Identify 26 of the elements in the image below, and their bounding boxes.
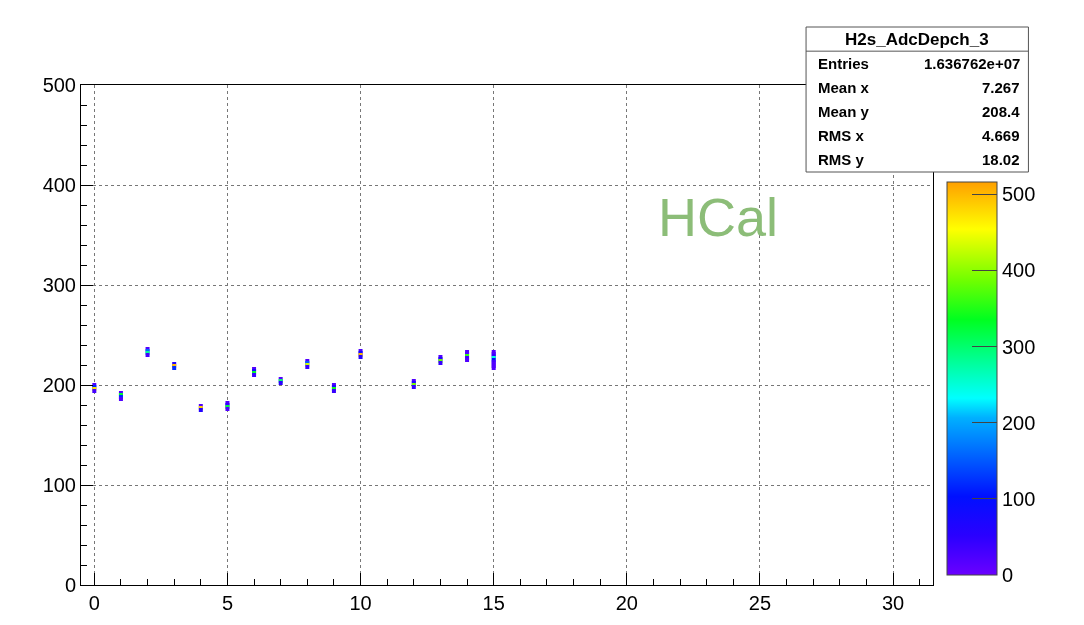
text: Mean x 7.267 — [818, 79, 1020, 96]
x-tick-label: 10 — [349, 592, 372, 614]
y-tick-label: 0 — [64, 574, 76, 596]
y-tick-label: 300 — [42, 274, 76, 296]
x-tick-label: 25 — [748, 592, 772, 614]
y-tick-label: 400 — [42, 174, 76, 196]
text: H2s_AdcDepch_3 — [845, 30, 989, 49]
y-tick-label: 500 — [42, 74, 76, 96]
x-tick-label: 0 — [88, 592, 100, 614]
text: Entries 1.636762e+07 — [818, 55, 1021, 72]
text: Mean y 208.4 — [818, 103, 1020, 120]
color-bar-label: 300 — [1002, 335, 1036, 358]
color-bar-label: 100 — [1002, 487, 1036, 510]
x-tick-label: 15 — [482, 592, 505, 614]
color-bar-label: 200 — [1002, 411, 1036, 434]
color-bar-label: 500 — [1002, 183, 1036, 206]
color-bar-label: 400 — [1002, 259, 1036, 282]
y-tick-label: 100 — [42, 474, 76, 496]
x-tick-label: 5 — [221, 592, 233, 614]
annotation: HCal — [658, 187, 779, 247]
x-tick-label: 20 — [615, 592, 638, 614]
color-bar-label: 0 — [1002, 564, 1014, 586]
y-tick-label: 200 — [42, 374, 76, 396]
x-tick-label: 30 — [881, 592, 905, 614]
text: RMS y 18.02 — [818, 151, 1020, 168]
text: RMS x 4.669 — [818, 127, 1020, 144]
